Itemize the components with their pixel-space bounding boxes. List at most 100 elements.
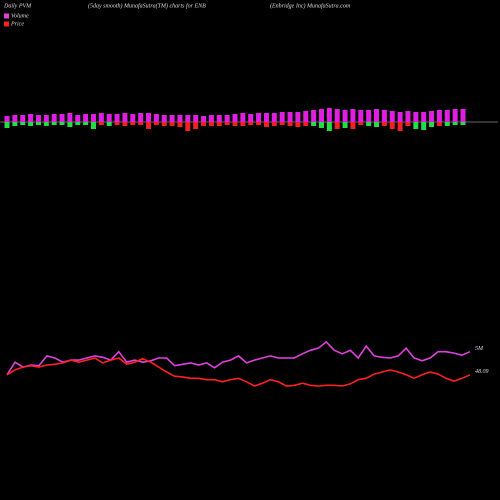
bar <box>98 113 104 122</box>
line <box>6 340 471 376</box>
bar <box>452 122 458 125</box>
bar <box>98 122 104 125</box>
bar <box>350 109 356 122</box>
bar <box>35 115 41 122</box>
bar <box>12 115 18 122</box>
bar <box>405 111 411 122</box>
bar <box>28 122 34 126</box>
bar <box>311 122 317 126</box>
bar <box>381 122 387 126</box>
bar <box>201 122 207 126</box>
bar <box>248 114 254 122</box>
bar <box>90 122 96 129</box>
bar <box>256 122 262 125</box>
bar <box>35 122 41 125</box>
bar <box>232 122 238 126</box>
bar <box>389 122 395 129</box>
line <box>6 357 471 387</box>
bar <box>263 122 269 127</box>
chart-source: (Enbridge Inc) MunafaSutra.com <box>270 2 351 9</box>
bar <box>311 110 317 122</box>
bar <box>436 122 442 126</box>
bar <box>444 122 450 126</box>
bar <box>263 113 269 122</box>
bar <box>374 109 380 122</box>
bar <box>374 122 380 127</box>
bar <box>429 122 435 127</box>
bar <box>114 114 120 122</box>
bar <box>279 112 285 122</box>
bar <box>318 109 324 122</box>
bar <box>138 113 144 122</box>
bar <box>75 122 81 125</box>
bar <box>153 114 159 122</box>
bar <box>295 122 301 127</box>
bar <box>122 113 128 122</box>
bar <box>444 110 450 122</box>
chart-subtitle: (5day smooth) MunafaSutra(TM) charts for… <box>88 2 206 9</box>
legend-swatch <box>4 21 9 27</box>
bar <box>67 122 73 127</box>
bar <box>138 122 144 125</box>
bar <box>397 112 403 122</box>
bar <box>20 122 26 125</box>
bar <box>67 113 73 122</box>
bar <box>83 114 89 122</box>
legend-swatch <box>4 13 9 19</box>
bar <box>90 114 96 122</box>
bar <box>20 115 26 122</box>
bar <box>28 114 34 122</box>
chart-title: Daily PVM <box>3 3 32 9</box>
bar <box>413 112 419 122</box>
bar <box>59 122 65 125</box>
bar <box>397 122 403 131</box>
bar <box>358 122 364 125</box>
bar <box>4 122 10 128</box>
bar <box>59 114 65 122</box>
bar <box>185 115 191 122</box>
bar <box>358 110 364 122</box>
bar <box>240 122 246 126</box>
bar <box>4 116 10 122</box>
legend-label: Volume <box>11 13 29 19</box>
bar <box>421 122 427 130</box>
bar <box>287 122 293 126</box>
bar <box>161 115 167 122</box>
bar <box>51 114 57 122</box>
bar <box>177 115 183 122</box>
bar <box>208 122 214 126</box>
bar <box>326 108 332 122</box>
bar <box>43 115 49 122</box>
bar <box>350 122 356 129</box>
bar <box>43 122 49 126</box>
bar <box>106 114 112 122</box>
bar <box>130 114 136 122</box>
bar <box>224 115 230 122</box>
bar <box>318 122 324 128</box>
bar <box>201 116 207 122</box>
bar <box>240 113 246 122</box>
bar <box>334 109 340 122</box>
bar <box>216 122 222 126</box>
bar <box>295 112 301 122</box>
bar <box>232 114 238 122</box>
end-label: 48.09 <box>475 368 489 375</box>
bar <box>429 111 435 122</box>
bar <box>303 122 309 126</box>
bar <box>381 110 387 122</box>
bar <box>405 122 411 126</box>
bar <box>146 122 152 129</box>
bar <box>366 122 372 126</box>
bar <box>83 122 89 125</box>
bar <box>130 122 136 125</box>
bar <box>279 122 285 125</box>
bar <box>287 112 293 122</box>
bar <box>271 113 277 122</box>
bar <box>460 109 466 122</box>
bar <box>216 115 222 122</box>
bar <box>366 110 372 122</box>
bar <box>169 122 175 126</box>
bar <box>389 111 395 122</box>
bar <box>303 111 309 122</box>
